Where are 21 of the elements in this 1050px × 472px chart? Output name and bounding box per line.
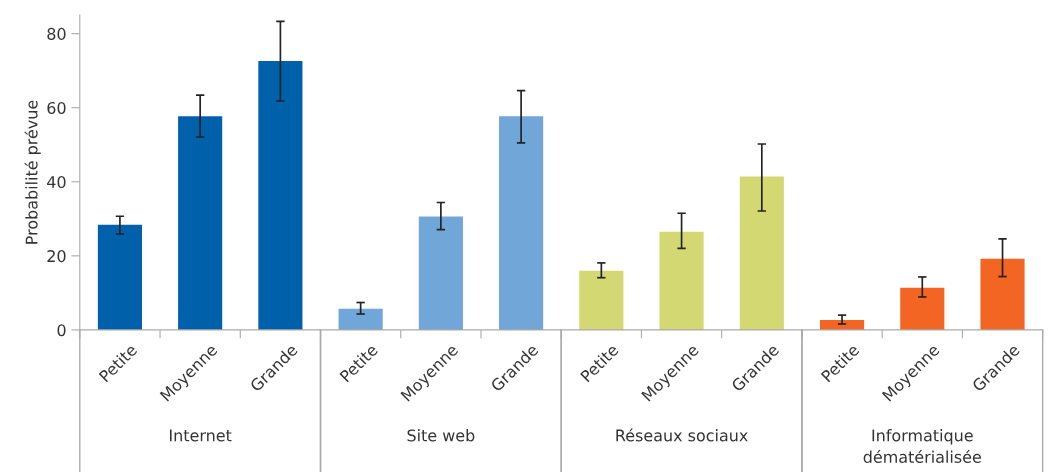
y-tick-label: 80 (47, 27, 66, 40)
bar (579, 270, 624, 330)
bar (900, 287, 945, 330)
y-axis-title: Probabilité prévue (24, 100, 41, 244)
text: Site web (407, 429, 475, 442)
bar (418, 216, 463, 330)
y-tick-label: 20 (47, 250, 66, 263)
bar (499, 116, 544, 330)
bar (178, 116, 223, 330)
bar (338, 308, 383, 330)
bar (980, 258, 1025, 330)
y-tick-label: 0 (57, 324, 66, 337)
bar (97, 224, 142, 330)
bar (258, 61, 303, 330)
bar (739, 176, 784, 330)
bar (659, 231, 704, 330)
y-tick-label: 40 (47, 175, 66, 189)
text: Informatique dématérialisée (863, 429, 981, 463)
text: Réseaux sociaux (616, 428, 748, 442)
y-tick-label: 60 (47, 101, 66, 114)
text: Internet (170, 429, 232, 442)
